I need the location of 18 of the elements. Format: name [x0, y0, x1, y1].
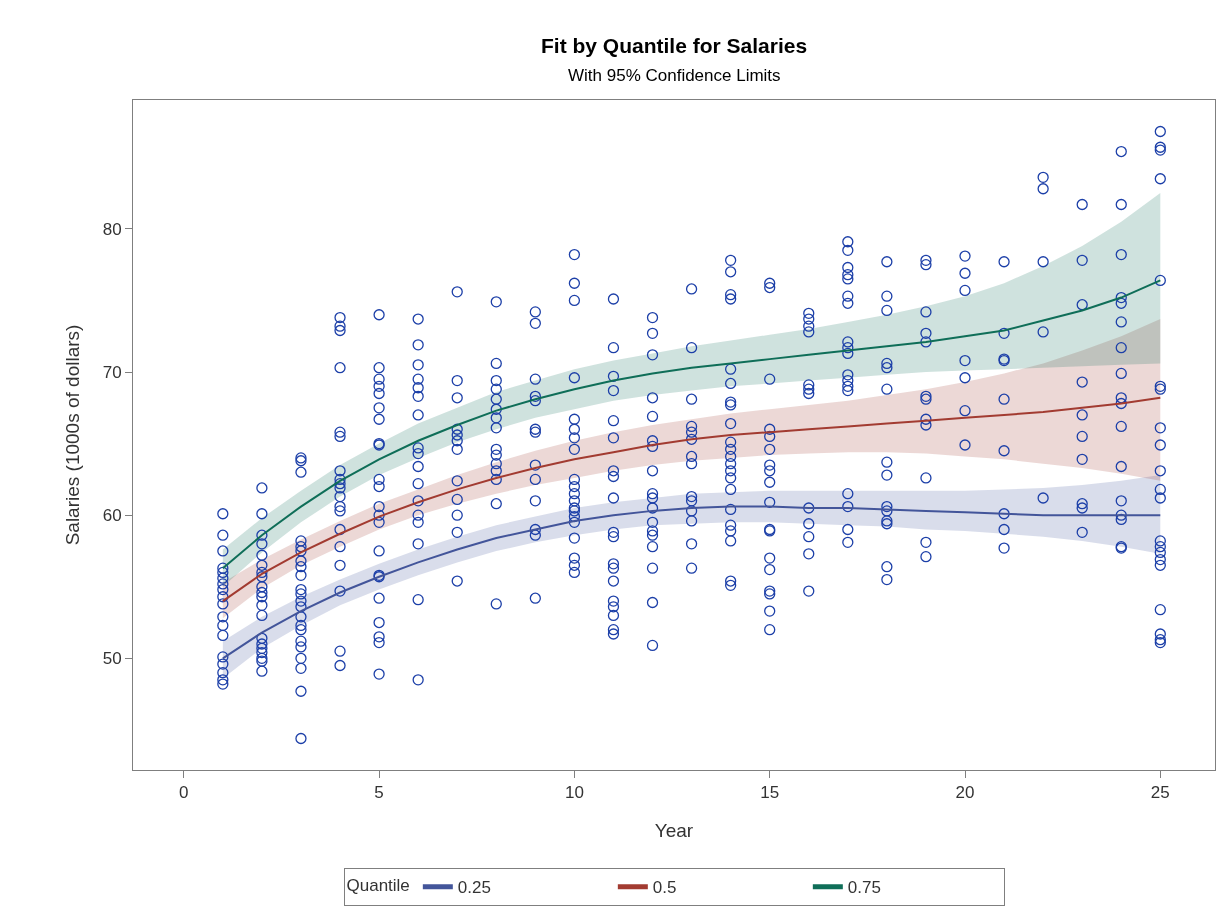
legend-title: Quantile [346, 876, 410, 896]
x-tick-label: 10 [564, 783, 584, 803]
x-tick-label: 20 [955, 783, 975, 803]
y-tick-label: 80 [102, 219, 122, 239]
x-axis-title: Year [654, 820, 694, 842]
x-tick-label: 15 [760, 783, 780, 803]
y-tick-label: 70 [102, 362, 122, 382]
x-tick-label: 25 [1150, 783, 1170, 803]
legend-label: 0.25 [457, 878, 491, 898]
y-tick-label: 60 [102, 506, 122, 526]
x-tick-label: 5 [374, 783, 384, 803]
y-tick-label: 50 [102, 649, 122, 669]
y-axis-title: Salaries (1000s of dollars) [61, 324, 83, 546]
chart-subtitle: With 95% Confidence Limits [568, 66, 781, 85]
chart-title: Fit by Quantile for Salaries [541, 34, 808, 57]
legend-label: 0.75 [847, 878, 881, 898]
legend-label: 0.5 [652, 878, 677, 898]
x-tick-label: 0 [179, 783, 189, 803]
